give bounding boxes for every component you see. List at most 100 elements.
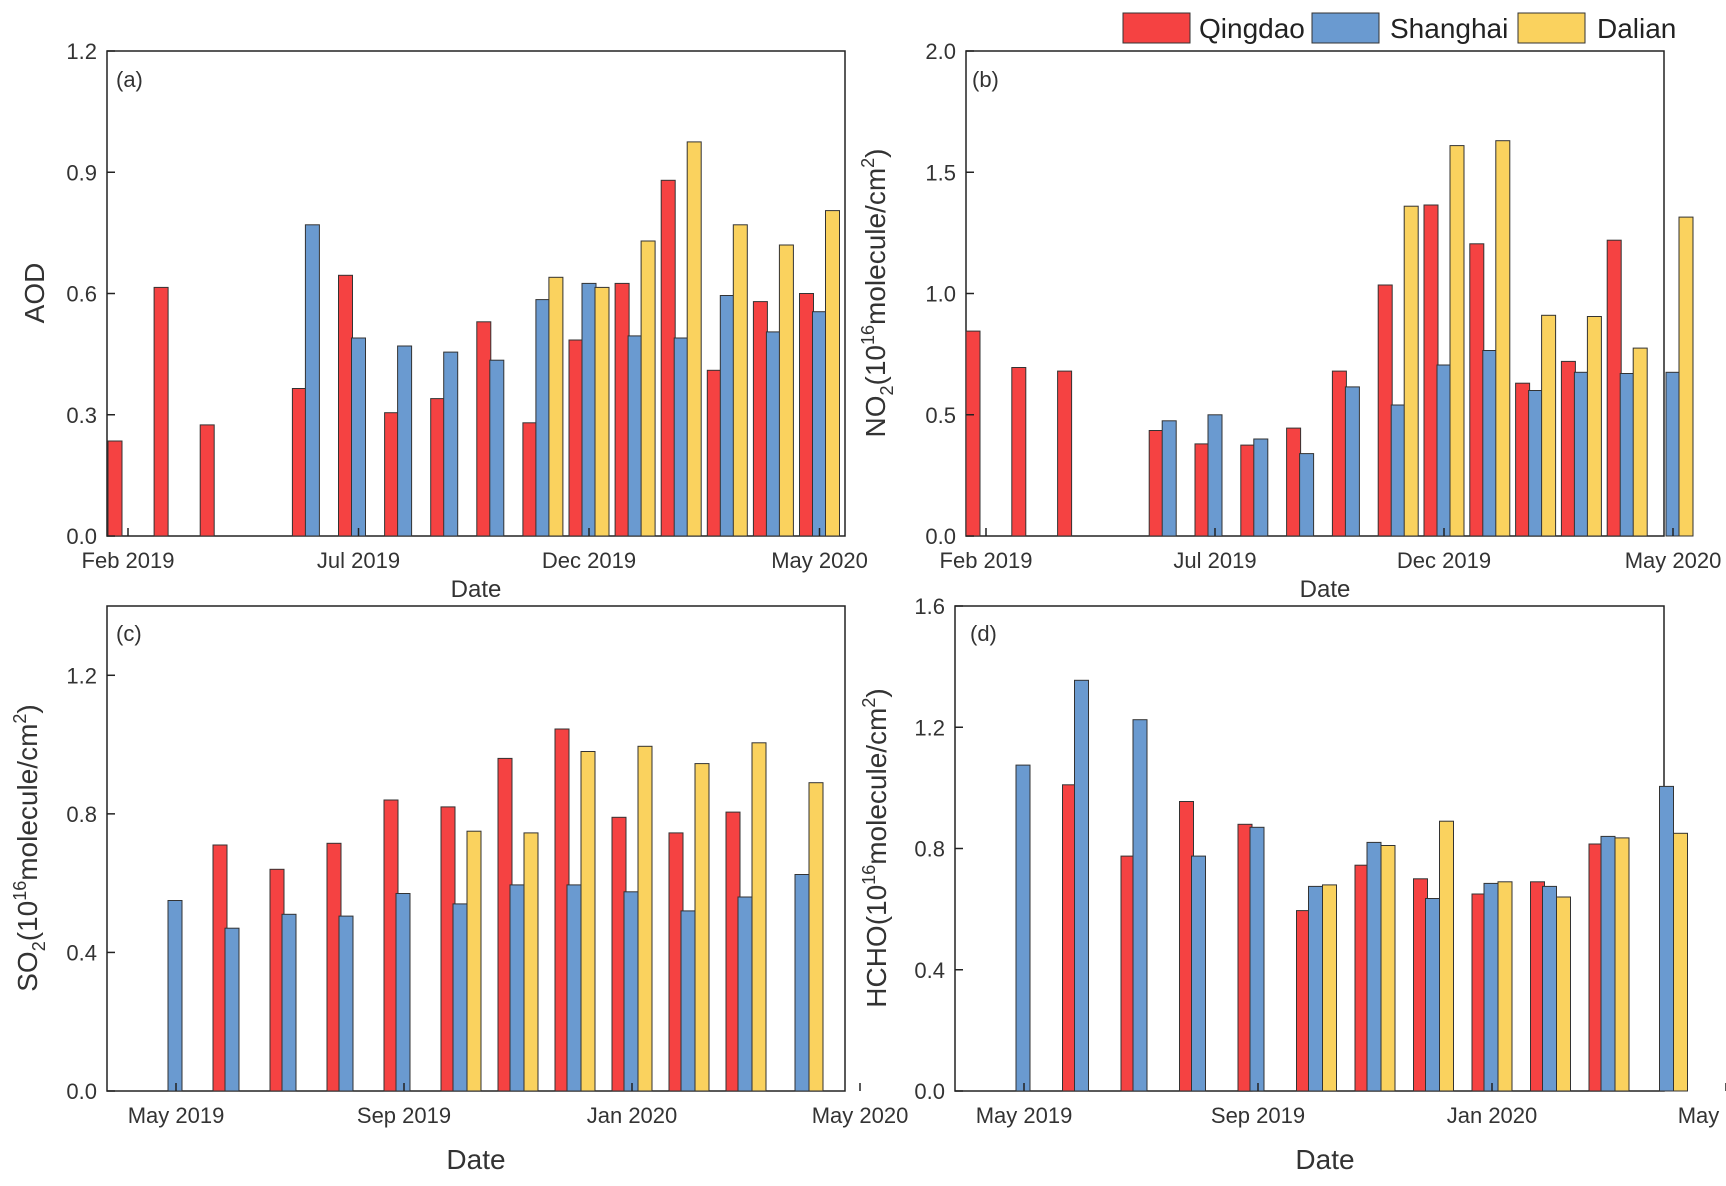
y-title-main: NO: [860, 396, 891, 438]
y-title-main: SO: [12, 951, 43, 991]
y-tick-label: 1.5: [925, 160, 956, 185]
y-title-unit-sup: 2: [10, 714, 30, 724]
bar-qingdao-13: [1560, 360, 1576, 537]
bar-qingdao-13: [706, 369, 722, 537]
legend-swatch-shanghai: [1311, 12, 1380, 44]
bar-dalian-9: [1556, 896, 1571, 1092]
panel-c: 0.00.40.81.2 May 2019 Sep 2019 Jan 2020 May…: [10, 605, 909, 1175]
bar-dalian-14: [778, 244, 794, 537]
bar-dalian-10: [594, 286, 610, 537]
x-tick-label: May 2020: [1678, 1103, 1726, 1128]
bar-shanghai-8: [489, 359, 505, 537]
bar-shanghai-10: [737, 896, 753, 1092]
bar-dalian-5: [1322, 884, 1337, 1092]
bar-shanghai-5: [351, 337, 366, 537]
x-tick-label: May 2019: [128, 1103, 225, 1128]
y-tick-label: 0.8: [914, 837, 945, 862]
x-axis-title: Date: [1295, 1144, 1354, 1175]
y-title-sup: 16: [859, 865, 879, 885]
y-tick-label: 1.0: [925, 282, 956, 307]
x-tick-label: May 2020: [812, 1103, 909, 1128]
bar-shanghai-14: [1619, 373, 1635, 537]
bar-qingdao-11: [1469, 243, 1485, 537]
y-axis-ticks: 0.0 0.4 0.8 1.2: [66, 663, 115, 1104]
y-title-sup: 16: [10, 881, 30, 901]
bar-dalian-9: [1403, 205, 1419, 537]
x-axis-title: Date: [446, 1144, 505, 1175]
bar-shanghai-6: [1253, 438, 1269, 537]
bar-dalian-11: [640, 240, 656, 537]
bar-shanghai-3: [338, 915, 354, 1092]
bar-shanghai-7: [1299, 453, 1315, 537]
bar-shanghai-1: [1074, 679, 1089, 1092]
bar-qingdao-2: [199, 424, 215, 537]
bar-shanghai-3: [1191, 855, 1206, 1092]
bar-shanghai-14: [765, 331, 781, 537]
bar-dalian-13: [732, 224, 748, 537]
bar-shanghai-9: [1390, 404, 1406, 537]
bar-shanghai-12: [673, 337, 689, 537]
y-title-sub: 2: [877, 386, 897, 396]
bar-shanghai-5: [1207, 414, 1223, 537]
y-title-main: HCHO(10: [861, 885, 892, 1008]
bar-dalian-10: [1614, 837, 1630, 1092]
legend-swatch-dalian: [1517, 12, 1586, 44]
bar-shanghai-8: [623, 891, 639, 1092]
bar-group: [167, 728, 824, 1092]
bar-shanghai-15: [1665, 371, 1681, 537]
bar-shanghai-6: [509, 884, 525, 1092]
bar-dalian-13: [1586, 316, 1602, 537]
y-tick-label: 0.0: [66, 1079, 97, 1104]
bar-shanghai-4: [395, 893, 411, 1092]
bar-dalian-11: [1495, 140, 1511, 537]
bar-shanghai-5: [1308, 885, 1323, 1092]
bar-qingdao-15: [799, 293, 814, 537]
y-tick-label: 0.9: [66, 160, 97, 185]
y-title-unit-sup: 2: [859, 698, 879, 708]
bar-shanghai-2: [281, 913, 297, 1092]
legend-label-qingdao: Qingdao: [1199, 13, 1305, 44]
bar-qingdao-5: [338, 274, 353, 537]
bar-shanghai-12: [1528, 390, 1544, 537]
bar-shanghai-7: [443, 351, 459, 537]
y-tick-label: 1.6: [914, 594, 945, 619]
y-title-rest: (10: [12, 901, 43, 941]
bar-shanghai-0: [167, 900, 183, 1092]
bar-dalian-8: [1497, 881, 1513, 1092]
bar-dalian-8: [637, 745, 653, 1092]
y-title-sup: 16: [858, 325, 878, 345]
bar-shanghai-4: [304, 224, 320, 537]
x-tick-label: Dec 2019: [1397, 548, 1491, 573]
x-axis-ticks: May 2019 Sep 2019 Jan 2020 May 2020: [976, 1083, 1726, 1128]
y-title-close: ): [861, 688, 892, 697]
legend-swatch-qingdao: [1122, 12, 1191, 44]
y-tick-label: 0.0: [914, 1079, 945, 1104]
bar-dalian-7: [580, 751, 596, 1092]
y-tick-label: 0.0: [66, 524, 97, 549]
legend-label-shanghai: Shanghai: [1390, 13, 1508, 44]
bar-qingdao-8: [476, 321, 492, 537]
y-tick-label: 1.2: [66, 39, 97, 64]
y-title-close: ): [12, 704, 43, 713]
bar-qingdao-10: [1423, 204, 1439, 537]
bar-qingdao-5: [1194, 443, 1210, 537]
bar-qingdao-2: [1057, 370, 1073, 537]
bar-qingdao-6: [384, 412, 400, 537]
y-title-unit: molecule/cm: [860, 168, 891, 325]
panel-d: 0.0 0.4 0.8 1.2 1.6 May 2019 Sep 2019 Jan 2020…: [859, 594, 1726, 1175]
y-tick-label: 0.3: [66, 403, 97, 428]
x-axis-ticks: May 2019 Sep 2019 Jan 2020 May 2020: [128, 1083, 909, 1128]
x-tick-label: May 2020: [1625, 548, 1722, 573]
bar-group: [965, 140, 1694, 537]
bar-shanghai-6: [397, 345, 413, 537]
legend-label-dalian: Dalian: [1597, 13, 1676, 44]
y-title-unit: molecule/cm: [12, 724, 43, 881]
x-tick-label: Jul 2019: [317, 548, 400, 573]
y-tick-label: 1.2: [914, 715, 945, 740]
y-axis-ticks: 0.0 0.5 1.0 1.5 2.0: [925, 39, 974, 549]
bar-qingdao-12: [1515, 382, 1531, 537]
bar-qingdao-11: [614, 282, 630, 537]
bar-qingdao-9: [522, 422, 538, 537]
panel-label: (d): [970, 621, 997, 646]
